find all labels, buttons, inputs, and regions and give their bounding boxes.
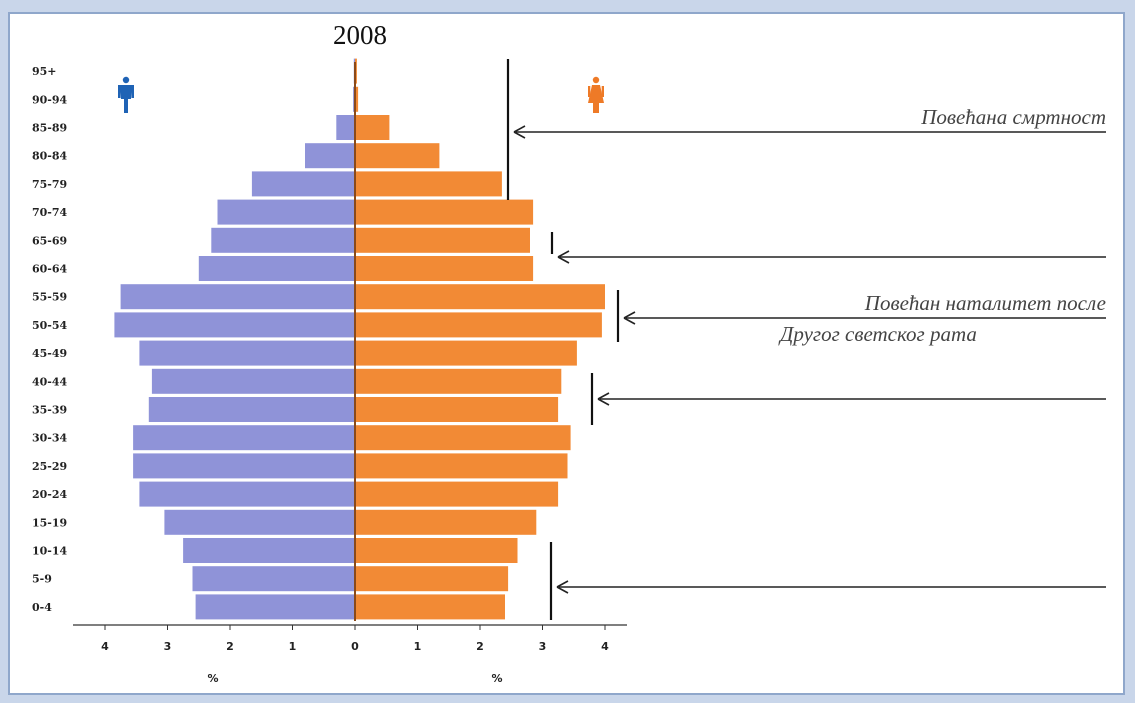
female-bar-20-24	[355, 481, 559, 507]
female-bar-85-89	[355, 115, 390, 140]
x-axis-label-left: %	[207, 672, 218, 685]
age-group-label: 50-54	[32, 319, 68, 332]
x-tick-label: 2	[226, 640, 234, 653]
male-bar-30-34	[133, 425, 355, 451]
female-bar-45-49	[355, 340, 577, 366]
age-group-label: 10-14	[32, 545, 68, 558]
male-bar-65-69	[211, 227, 356, 253]
population-pyramid-chart: 4 3 2 1 0 1 2 3 4 0-4 5-9 10-14 15-19 20-24 25-29 30-3…	[32, 20, 1106, 685]
male-bar-25-29	[133, 453, 355, 479]
x-tick-label: 3	[539, 640, 547, 653]
x-tick-label: 1	[289, 640, 297, 653]
female-icon	[588, 76, 604, 113]
female-bar-5-9	[355, 566, 509, 592]
female-bar-0-4	[355, 594, 505, 620]
male-bar-35-39	[148, 397, 356, 422]
male-bar-80-84	[305, 143, 355, 169]
x-tick-label: 2	[476, 640, 484, 653]
male-bar-40-44	[151, 368, 355, 394]
male-bar-60-64	[198, 256, 356, 281]
male-icon	[118, 76, 134, 113]
male-bar-0-4	[195, 594, 355, 620]
annotation-arrowhead	[597, 392, 610, 406]
age-group-label: 85-89	[32, 122, 67, 135]
female-bar-90-94	[355, 86, 359, 112]
male-bar-70-74	[217, 199, 355, 225]
x-tick-label: 4	[101, 640, 109, 653]
male-bar-55-59	[120, 284, 355, 310]
age-group-label: 90-94	[32, 93, 68, 106]
male-bar-15-19	[164, 509, 355, 535]
annotation-text-mortality: Повећана смртност	[920, 105, 1106, 129]
annotation-arrowhead	[557, 250, 570, 264]
age-group-label: 20-24	[32, 488, 68, 501]
male-bar-10-14	[183, 538, 355, 563]
age-group-label: 75-79	[32, 178, 67, 191]
female-bar-60-64	[355, 256, 534, 281]
female-bar-70-74	[355, 199, 534, 225]
male-bar-45-49	[139, 340, 355, 366]
female-bar-75-79	[355, 171, 502, 197]
x-tick-label: 4	[601, 640, 609, 653]
age-group-label: 15-19	[32, 516, 67, 529]
age-group-label: 30-34	[32, 432, 68, 445]
age-group-label: 55-59	[32, 291, 67, 304]
age-group-label: 95+	[32, 65, 57, 78]
female-bar-40-44	[355, 368, 562, 394]
x-axis-label-right: %	[491, 672, 502, 685]
x-tick-label: 1	[414, 640, 422, 653]
chart-title: 2008	[333, 20, 387, 50]
female-bar-10-14	[355, 538, 518, 563]
age-group-label: 40-44	[32, 375, 68, 388]
male-bar-20-24	[139, 481, 355, 507]
female-bar-80-84	[355, 143, 440, 169]
age-group-label: 65-69	[32, 234, 67, 247]
female-bar-25-29	[355, 453, 568, 479]
age-group-label: 60-64	[32, 263, 68, 276]
male-bar-85-89	[336, 115, 356, 140]
female-bar-30-34	[355, 425, 571, 451]
age-group-label: 5-9	[32, 573, 52, 586]
female-bar-55-59	[355, 284, 605, 310]
female-bar-15-19	[355, 509, 537, 535]
annotation-arrowhead	[513, 125, 526, 139]
age-group-label: 45-49	[32, 347, 67, 360]
female-bar-50-54	[355, 312, 602, 338]
age-group-label: 80-84	[32, 150, 68, 163]
male-bar-50-54	[114, 312, 356, 338]
male-bar-75-79	[251, 171, 355, 197]
annotation-arrowhead	[623, 311, 636, 325]
annotation-text-birthrate-line1: Повећан наталитет после	[864, 291, 1106, 315]
age-group-label: 25-29	[32, 460, 67, 473]
annotation-arrowhead	[556, 580, 569, 594]
x-tick-label: 3	[164, 640, 172, 653]
male-bar-5-9	[192, 566, 355, 592]
age-group-label: 0-4	[32, 601, 52, 614]
female-bar-65-69	[355, 227, 530, 253]
female-bar-35-39	[355, 397, 559, 422]
annotation-text-birthrate-line2: Другог светског рата	[778, 322, 977, 346]
x-tick-label: 0	[351, 640, 359, 653]
age-group-label: 70-74	[32, 206, 68, 219]
age-group-label: 35-39	[32, 404, 67, 417]
chart-frame: 4 3 2 1 0 1 2 3 4 0-4 5-9 10-14 15-19 20-24 25-29 30-3…	[8, 12, 1125, 695]
